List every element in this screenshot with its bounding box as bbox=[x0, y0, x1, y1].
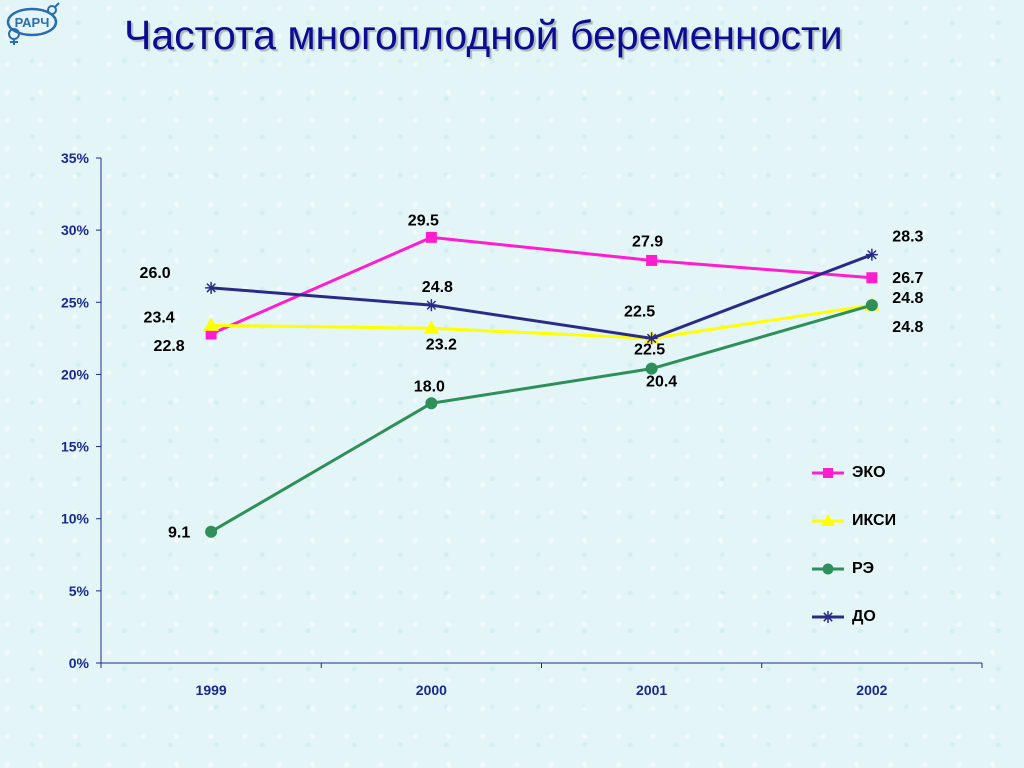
point-eko-2000 bbox=[425, 231, 437, 243]
point-re-2000 bbox=[425, 397, 438, 410]
data-label-do-2000: 24.8 bbox=[422, 279, 453, 296]
data-label-do-2002: 28.3 bbox=[892, 229, 923, 246]
slide-title: Частота многоплодной беременности bbox=[124, 12, 843, 58]
x-tick-label: 2000 bbox=[416, 682, 447, 698]
data-label-re-2001: 20.4 bbox=[646, 374, 677, 391]
point-re-2001 bbox=[645, 362, 658, 375]
point-re-1999 bbox=[205, 525, 218, 538]
point-re-2002 bbox=[865, 299, 878, 312]
legend-item-eko: ЭКО bbox=[812, 458, 886, 488]
y-tick-label: 20% bbox=[61, 366, 90, 382]
legend-swatch-do bbox=[812, 611, 844, 623]
data-label-iksi-2001: 22.5 bbox=[634, 341, 665, 358]
point-iksi-2000 bbox=[423, 320, 440, 334]
y-tick-label: 0% bbox=[69, 655, 90, 671]
data-label-iksi-2002: 24.8 bbox=[892, 319, 923, 336]
x-tick-label: 2002 bbox=[856, 682, 887, 698]
legend-item-iksi: ИКСИ bbox=[812, 506, 896, 536]
data-label-iksi-2000: 23.2 bbox=[426, 336, 457, 353]
data-label-eko-2000: 29.5 bbox=[408, 212, 439, 229]
y-tick-label: 10% bbox=[61, 511, 90, 527]
point-do-1999 bbox=[205, 281, 218, 294]
legend-label-do: ДО bbox=[852, 608, 876, 625]
data-label-eko-1999: 22.8 bbox=[154, 338, 185, 355]
legend-label-iksi: ИКСИ bbox=[852, 512, 897, 529]
y-tick-label: 30% bbox=[61, 222, 90, 238]
data-label-re-2002: 24.8 bbox=[892, 290, 923, 307]
data-label-eko-2001: 27.9 bbox=[632, 233, 663, 250]
legend-item-do: ДО bbox=[812, 602, 876, 632]
data-label-eko-2002: 26.7 bbox=[892, 270, 923, 287]
data-label-iksi-1999: 23.4 bbox=[144, 309, 175, 326]
rarch-logo: РАРЧ bbox=[6, 2, 60, 45]
series-line-re bbox=[210, 303, 873, 533]
y-tick-label: 5% bbox=[69, 583, 90, 599]
y-tick-label: 15% bbox=[61, 439, 90, 455]
point-eko-2002 bbox=[866, 272, 878, 284]
legend-item-re: РЭ bbox=[812, 554, 874, 584]
series-line-eko bbox=[210, 235, 872, 336]
point-iksi-1999 bbox=[203, 317, 219, 331]
point-do-2001 bbox=[645, 332, 658, 345]
legend-swatch-iksi bbox=[812, 514, 844, 526]
data-label-re-2000: 18.0 bbox=[414, 378, 445, 395]
point-do-2002 bbox=[865, 248, 878, 261]
series-line-iksi bbox=[211, 303, 873, 340]
legend-label-eko: ЭКО bbox=[852, 464, 886, 481]
data-label-do-1999: 26.0 bbox=[140, 265, 171, 282]
legend-label-re: РЭ bbox=[852, 560, 875, 577]
legend-swatch-eko bbox=[812, 468, 844, 478]
legend-swatch-re bbox=[812, 563, 844, 575]
x-tick-label: 2001 bbox=[636, 682, 667, 698]
point-do-2000 bbox=[425, 299, 438, 312]
y-tick-label: 25% bbox=[61, 294, 90, 310]
y-tick-label: 35% bbox=[61, 150, 90, 166]
data-label-re-1999: 9.1 bbox=[168, 525, 190, 542]
logo-text: РАРЧ bbox=[15, 15, 50, 30]
series-line-do bbox=[211, 253, 873, 340]
x-tick-label: 1999 bbox=[196, 682, 227, 698]
point-eko-2001 bbox=[646, 254, 658, 266]
data-label-do-2001: 22.5 bbox=[624, 303, 655, 320]
